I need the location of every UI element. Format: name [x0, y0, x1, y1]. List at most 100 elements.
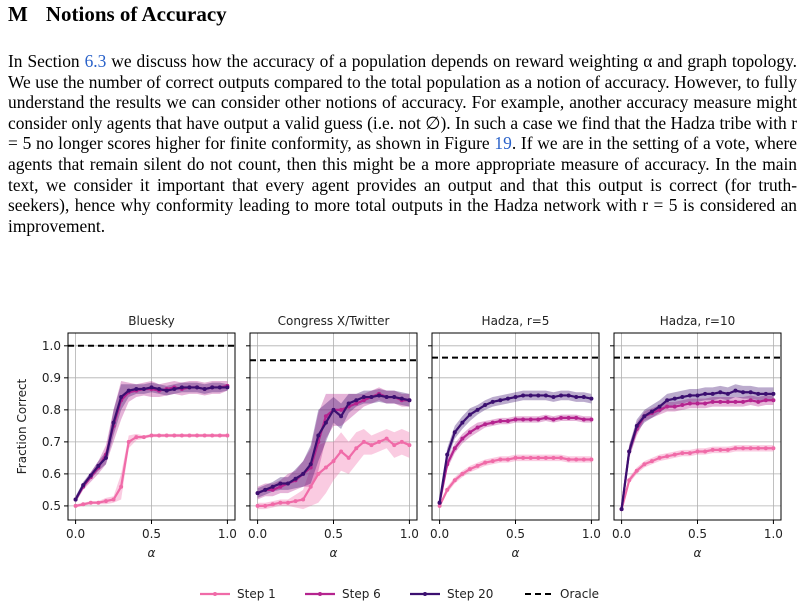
data-point: [680, 395, 685, 400]
figure-link[interactable]: 19: [494, 133, 512, 154]
legend-label: Step 1: [237, 587, 276, 601]
data-point: [301, 497, 306, 502]
data-point: [285, 500, 290, 505]
chart-title: Bluesky: [128, 314, 174, 328]
data-point: [505, 457, 510, 462]
data-point: [278, 484, 283, 489]
data-point: [323, 414, 328, 419]
data-point: [725, 447, 730, 452]
paragraph: In Section 6.3 we discuss how the accura…: [8, 51, 797, 236]
data-point: [157, 433, 162, 438]
data-point: [733, 399, 738, 404]
data-point: [119, 395, 124, 400]
data-point: [210, 433, 215, 438]
data-point: [559, 415, 564, 420]
data-point: [96, 463, 101, 468]
data-point: [331, 407, 336, 412]
text: we discuss how the accuracy of a populat…: [8, 51, 797, 154]
data-point: [263, 503, 268, 508]
data-point: [771, 391, 776, 396]
data-point: [278, 500, 283, 505]
legend-marker: [423, 592, 427, 596]
data-point: [141, 387, 146, 392]
data-point: [460, 436, 465, 441]
data-point: [293, 499, 298, 504]
data-point: [490, 420, 495, 425]
data-point: [369, 395, 374, 400]
section-link[interactable]: 6.3: [84, 51, 107, 71]
data-point: [589, 457, 594, 462]
data-point: [475, 407, 480, 412]
data-point: [649, 459, 654, 464]
data-point: [339, 414, 344, 419]
data-point: [270, 502, 275, 507]
data-point: [627, 449, 632, 454]
data-point: [665, 398, 670, 403]
confidence-band: [257, 389, 410, 498]
data-point: [354, 398, 359, 403]
confidence-band: [439, 454, 592, 508]
data-point: [589, 396, 594, 401]
data-point: [141, 435, 146, 440]
data-point: [361, 395, 366, 400]
x-tick-label: 0.5: [142, 527, 161, 541]
data-point: [354, 401, 359, 406]
data-point: [384, 395, 389, 400]
data-point: [672, 452, 677, 457]
data-point: [217, 385, 222, 390]
x-tick-label: 0.0: [66, 527, 85, 541]
x-axis-label: α: [694, 546, 702, 560]
data-point: [377, 439, 382, 444]
data-point: [733, 446, 738, 451]
data-point: [718, 399, 723, 404]
data-point: [634, 423, 639, 428]
data-point: [149, 433, 154, 438]
data-point: [703, 449, 708, 454]
confidence-band: [75, 381, 228, 503]
confidence-band: [257, 429, 410, 510]
section-heading: M Notions of Accuracy: [8, 2, 227, 27]
x-tick-label: 0.0: [248, 527, 267, 541]
data-point: [619, 507, 624, 512]
plot-frame: [431, 332, 600, 521]
data-point: [703, 391, 708, 396]
text: In Section: [8, 51, 85, 71]
data-point: [748, 390, 753, 395]
data-point: [157, 387, 162, 392]
data-point: [627, 478, 632, 483]
data-point: [73, 497, 78, 502]
data-point: [771, 398, 776, 403]
data-point: [725, 391, 730, 396]
data-point: [460, 471, 465, 476]
data-point: [88, 500, 93, 505]
data-point: [255, 503, 260, 508]
data-point: [741, 446, 746, 451]
data-point: [657, 407, 662, 412]
data-point: [308, 462, 313, 467]
data-point: [498, 419, 503, 424]
data-point: [695, 401, 700, 406]
confidence-band: [257, 387, 410, 500]
data-point: [119, 484, 124, 489]
data-point: [536, 393, 541, 398]
x-tick-label: 0.5: [688, 527, 707, 541]
x-tick-label: 1.0: [218, 527, 237, 541]
text: . If we are in the setting of a vote, wh…: [8, 133, 797, 236]
data-point: [536, 417, 541, 422]
data-point: [498, 398, 503, 403]
section-number: M: [8, 2, 28, 26]
data-point: [528, 417, 533, 422]
data-point: [346, 401, 351, 406]
data-point: [566, 415, 571, 420]
data-point: [452, 446, 457, 451]
data-point: [710, 399, 715, 404]
plot-frame: [67, 332, 236, 521]
data-point: [270, 484, 275, 489]
data-point: [467, 412, 472, 417]
data-point: [354, 446, 359, 451]
data-point: [96, 500, 101, 505]
data-point: [513, 417, 518, 422]
x-tick-label: 0.0: [612, 527, 631, 541]
plot-frame: [249, 332, 418, 521]
